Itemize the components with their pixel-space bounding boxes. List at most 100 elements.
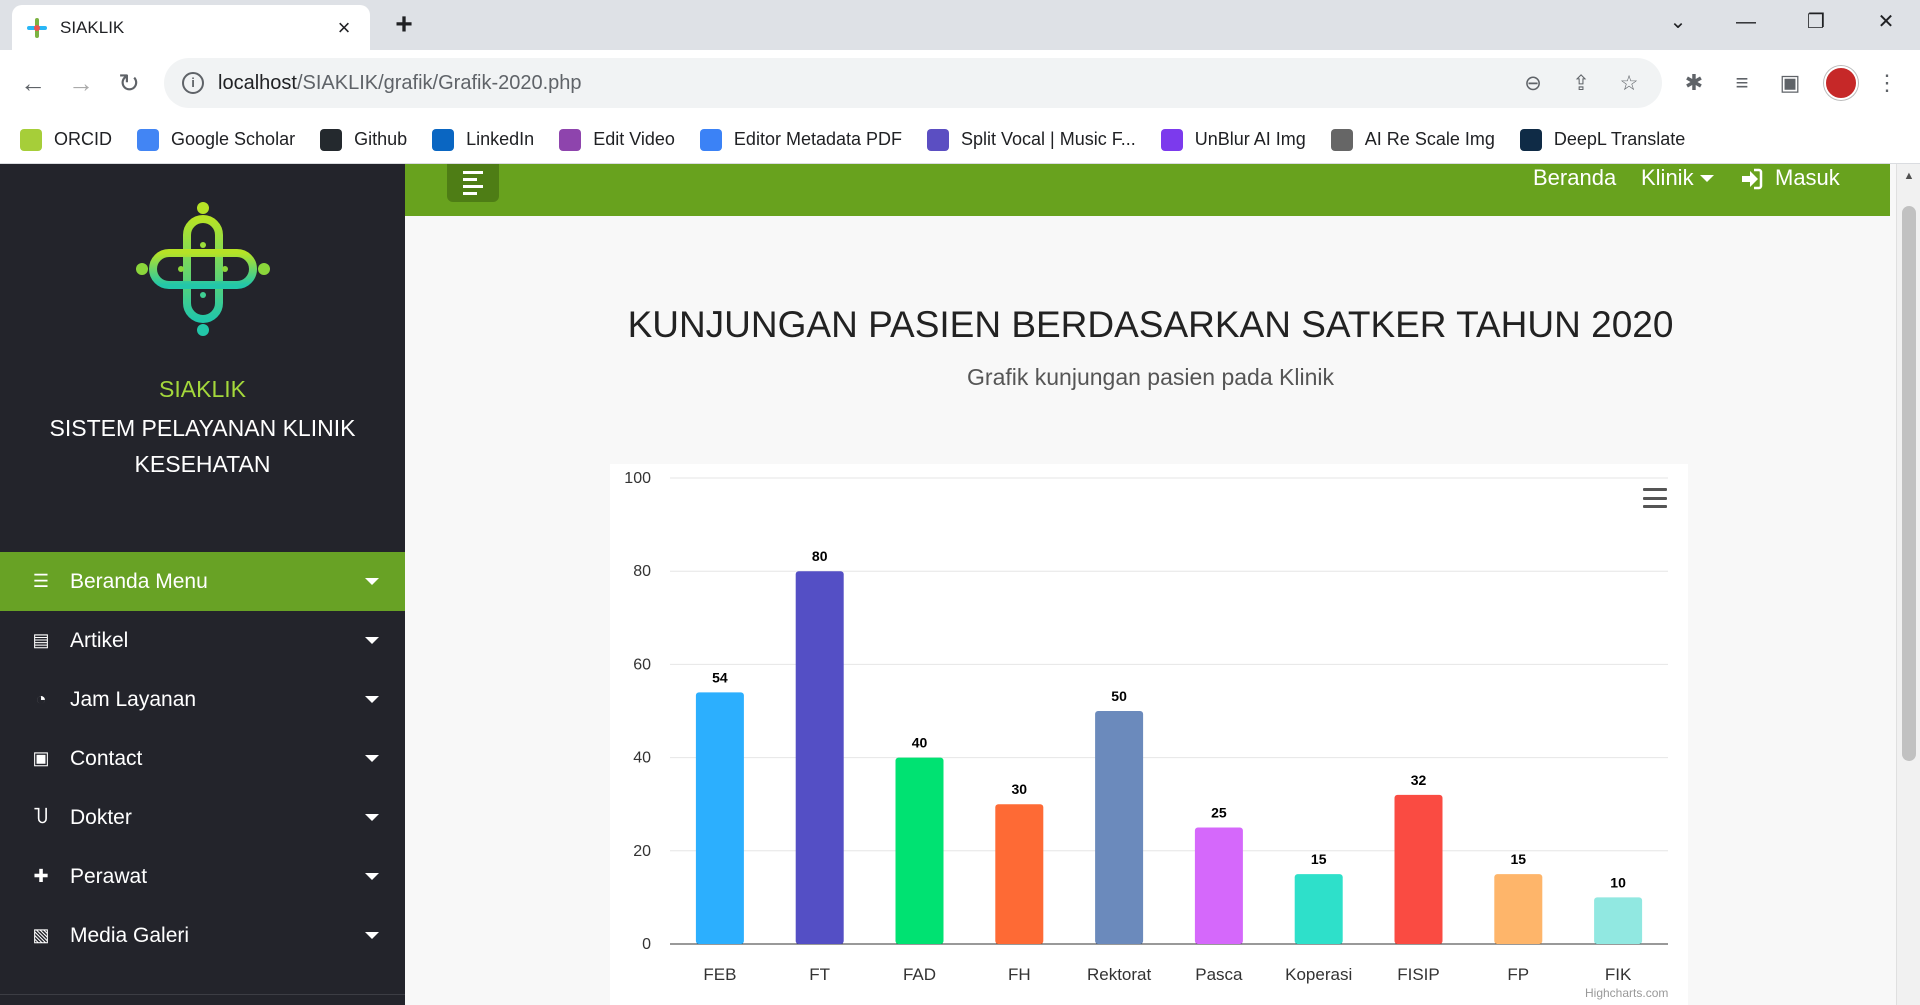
share-icon[interactable]: ⇪ [1572, 71, 1590, 95]
bar-data-label: 10 [1610, 874, 1626, 890]
sidebar-item-label: Contact [70, 746, 143, 770]
chart-bar[interactable] [895, 757, 944, 944]
chart-bar[interactable] [795, 571, 844, 944]
bar-data-label: 54 [712, 669, 728, 685]
chart-bar[interactable] [1594, 897, 1643, 944]
browser-tabstrip: SIAKLIK × + ⌄ — ❐ ✕ [0, 0, 1920, 50]
sidebar-item-beranda-menu[interactable]: ☰ Beranda Menu [0, 552, 405, 611]
bookmark-item[interactable]: Split Vocal | Music F... [927, 128, 1136, 151]
contact-icon: ▣ [32, 748, 50, 768]
sidebar-item-dokter[interactable]: Ⴎ Dokter [0, 788, 405, 847]
browser-toolbar: ← → ↻ i localhost/SIAKLIK/grafik/Grafik-… [0, 50, 1920, 116]
restore-icon[interactable]: ❐ [1807, 11, 1825, 33]
images-icon: ▧ [32, 925, 50, 945]
sidebar: SIAKLIK SISTEM PELAYANAN KLINIK KESEHATA… [0, 164, 405, 1005]
bar-data-label: 80 [812, 548, 828, 564]
x-tick-label: FAD [903, 965, 936, 984]
y-tick-label: 20 [633, 843, 651, 860]
page-scrollbar[interactable]: ▲ [1896, 164, 1920, 1005]
brand-subtitle: SISTEM PELAYANAN KLINIK KESEHATAN [49, 415, 356, 477]
tab-close-icon[interactable]: × [337, 14, 351, 40]
address-bar[interactable]: i localhost/SIAKLIK/grafik/Grafik-2020.p… [164, 58, 1662, 108]
reading-list-icon[interactable]: ≡ [1735, 70, 1749, 95]
chart-bar[interactable] [1494, 874, 1543, 944]
bookmark-item[interactable]: Github [320, 128, 408, 151]
profile-avatar[interactable] [1824, 66, 1858, 100]
minimize-icon[interactable]: — [1736, 11, 1756, 33]
zoom-icon[interactable]: ⊖ [1524, 71, 1542, 95]
bookmark-item[interactable]: DeepL Translate [1519, 128, 1686, 151]
chart-bar[interactable] [1095, 711, 1144, 944]
reload-icon[interactable]: ↻ [118, 68, 140, 98]
sign-in-icon [1742, 168, 1763, 190]
sidebar-item-label: Media Galeri [70, 923, 190, 947]
back-icon[interactable]: ← [20, 68, 46, 98]
extensions-icon[interactable]: ✱ [1684, 70, 1704, 95]
side-panel-icon[interactable]: ▣ [1779, 70, 1801, 95]
bookmark-star-icon[interactable]: ☆ [1619, 71, 1639, 95]
bookmark-item[interactable]: LinkedIn [432, 128, 534, 151]
new-tab-icon[interactable]: + [395, 8, 413, 41]
forward-icon[interactable]: → [68, 68, 94, 98]
nav-klinik-dropdown[interactable]: Klinik [1641, 164, 1714, 216]
unblur-icon [1160, 128, 1183, 151]
bookmark-item[interactable]: Edit Video [559, 128, 675, 151]
url-text[interactable]: localhost/SIAKLIK/grafik/Grafik-2020.php [218, 72, 1500, 95]
bookmark-label: Split Vocal | Music F... [961, 129, 1136, 149]
x-tick-label: Rektorat [1087, 965, 1152, 984]
sidebar-item-artikel[interactable]: ▤ Artikel [0, 611, 405, 670]
chart-credits[interactable]: Highcharts.com [1585, 986, 1669, 1000]
chart-context-menu-icon[interactable] [1643, 488, 1667, 508]
scroll-up-icon[interactable]: ▲ [1903, 170, 1915, 182]
sidebar-item-jam-layanan[interactable]: ◔ Jam Layanan [0, 670, 405, 729]
caret-down-icon [365, 755, 379, 762]
nav-beranda-link[interactable]: Beranda [1533, 165, 1617, 190]
sidebar-toggle-button[interactable] [447, 164, 499, 202]
bookmark-item[interactable]: Editor Metadata PDF [699, 128, 902, 151]
bar-data-label: 30 [1012, 781, 1028, 797]
menu-bar [1643, 496, 1667, 500]
y-tick-label: 100 [624, 470, 651, 487]
stethoscope-icon: Ⴎ [33, 807, 49, 827]
rescale-icon [1330, 128, 1353, 151]
menu-bar [1643, 505, 1667, 508]
tab-search-icon[interactable]: ⌄ [1669, 11, 1687, 33]
sidebar-item-media-galeri[interactable]: ▧ Media Galeri [0, 906, 405, 965]
bookmark-item[interactable]: UnBlur AI Img [1160, 128, 1306, 151]
browser-tab[interactable]: SIAKLIK × [12, 5, 370, 50]
caret-down-icon [365, 578, 379, 585]
sidebar-item-contact[interactable]: ▣ Contact [0, 729, 405, 788]
bookmark-item[interactable]: AI Re Scale Img [1330, 128, 1495, 151]
sidebar-item-label: Beranda Menu [70, 569, 208, 593]
bookmark-label: AI Re Scale Img [1364, 129, 1495, 149]
siaklik-favicon-icon [27, 17, 47, 38]
bookmark-item[interactable]: Google Scholar [137, 128, 295, 151]
scroll-thumb[interactable] [1902, 206, 1916, 761]
y-tick-label: 0 [642, 936, 651, 953]
site-info-icon[interactable]: i [182, 72, 204, 94]
bookmark-label: Github [354, 129, 408, 149]
chart-bar[interactable] [695, 692, 744, 944]
sidebar-divider [0, 994, 405, 995]
chart-bar[interactable] [1394, 794, 1443, 944]
sidebar-item-perawat[interactable]: ✚ Perawat [0, 847, 405, 906]
bookmark-item[interactable]: ORCID [20, 128, 112, 151]
deepl-icon [1519, 128, 1542, 151]
bookmark-label: DeepL Translate [1553, 129, 1686, 149]
browser-menu-icon[interactable]: ⋮ [1876, 70, 1898, 95]
linkedin-icon [432, 128, 455, 151]
chart-bar[interactable] [995, 804, 1044, 944]
siaklik-logo-icon [136, 202, 270, 336]
bar-data-label: 15 [1511, 851, 1527, 867]
bookmark-label: Editor Metadata PDF [733, 129, 902, 149]
chart-bar[interactable] [1194, 827, 1243, 945]
x-tick-label: FT [809, 965, 830, 984]
page-title: KUNJUNGAN PASIEN BERDASARKAN SATKER TAHU… [627, 304, 1674, 345]
x-tick-label: FISIP [1397, 965, 1440, 984]
sidebar-menu: ☰ Beranda Menu ▤ Artikel ◔ Jam Layanan ▣ Contac… [0, 552, 405, 965]
chart-bar[interactable] [1294, 874, 1343, 944]
window-close-icon[interactable]: ✕ [1877, 11, 1895, 33]
nav-masuk-link[interactable]: Masuk [1739, 164, 1840, 216]
caret-down-icon [1699, 175, 1714, 182]
google-scholar-icon [137, 128, 159, 151]
